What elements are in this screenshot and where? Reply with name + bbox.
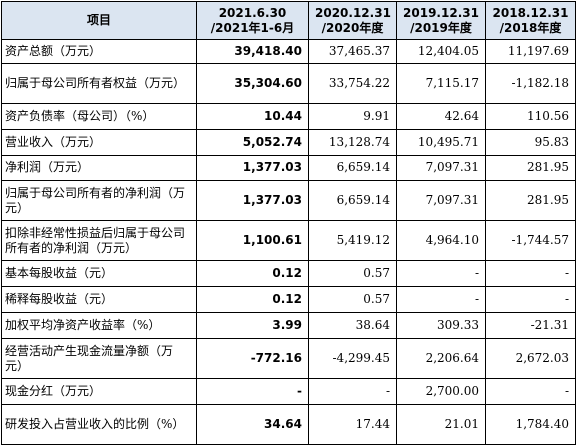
row-label: 营业收入（万元） <box>1 128 197 156</box>
cell-2021h1: 1,100.61 <box>196 220 309 262</box>
cell-2019: 7,097.31 <box>396 154 486 182</box>
header-2018: 2018.12.31 /2018年度 <box>485 1 576 40</box>
row-label: 资产总额（万元） <box>1 39 197 64</box>
cell-2020: 17.44 <box>308 403 397 446</box>
table-row: 扣除非经常性损益后归属于母公司所有者的净利润（万元） 1,100.61 5,41… <box>1 220 576 262</box>
table-row: 资产负债率（母公司）（%） 10.44 9.91 42.64 110.56 <box>1 102 576 130</box>
cell-2021h1: 35,304.60 <box>196 62 309 104</box>
cell-2021h1: 1,377.03 <box>196 154 309 182</box>
row-label: 资产负债率（母公司）（%） <box>1 102 197 130</box>
cell-2020: 33,754.22 <box>308 62 397 104</box>
table-row: 经营活动产生现金流量净额（万元） -772.16 -4,299.45 2,206… <box>1 338 576 379</box>
header-2018-period: /2018年度 <box>499 20 562 35</box>
table-row: 稀释每股收益（元） 0.12 0.57 - - <box>1 286 576 314</box>
cell-2021h1: 3.99 <box>196 312 309 340</box>
cell-2019: - <box>396 260 486 288</box>
cell-2020: 37,465.37 <box>308 39 397 64</box>
table-row: 基本每股收益（元） 0.12 0.57 - - <box>1 260 576 288</box>
cell-2021h1: 0.12 <box>196 286 309 314</box>
cell-2019: 2,206.64 <box>396 338 486 379</box>
row-label: 加权平均净资产收益率（%） <box>1 312 197 340</box>
cell-2021h1: 1,377.03 <box>196 180 309 222</box>
cell-2019: 7,115.17 <box>396 62 486 104</box>
cell-2020: 38.64 <box>308 312 397 340</box>
header-2020-period: /2020年度 <box>321 20 384 35</box>
cell-2020: 13,128.74 <box>308 128 397 156</box>
header-2020: 2020.12.31 /2020年度 <box>308 1 397 40</box>
row-label: 现金分红（万元） <box>1 378 197 405</box>
cell-2018: 2,672.03 <box>485 338 576 379</box>
cell-2018: -1,182.18 <box>485 62 576 104</box>
row-label: 扣除非经常性损益后归属于母公司所有者的净利润（万元） <box>1 220 197 262</box>
cell-2021h1: 5,052.74 <box>196 128 309 156</box>
cell-2020: - <box>308 378 397 405</box>
row-label: 归属于母公司所有者的净利润（万元） <box>1 180 197 222</box>
table-row: 资产总额（万元） 39,418.40 37,465.37 12,404.05 1… <box>1 39 576 64</box>
header-2021h1-period: /2021年1-6月 <box>210 20 295 35</box>
cell-2018: 1,784.40 <box>485 403 576 446</box>
cell-2019: 42.64 <box>396 102 486 130</box>
row-label: 净利润（万元） <box>1 154 197 182</box>
cell-2018: 11,197.69 <box>485 39 576 64</box>
cell-2021h1: 34.64 <box>196 403 309 446</box>
cell-2021h1: 10.44 <box>196 102 309 130</box>
cell-2019: - <box>396 286 486 314</box>
row-label: 稀释每股收益（元） <box>1 286 197 314</box>
cell-2018: 281.95 <box>485 154 576 182</box>
cell-2018: -1,744.57 <box>485 220 576 262</box>
cell-2018: 281.95 <box>485 180 576 222</box>
cell-2021h1: 0.12 <box>196 260 309 288</box>
header-2021h1-date: 2021.6.30 <box>218 5 287 20</box>
cell-2019: 309.33 <box>396 312 486 340</box>
cell-2020: 0.57 <box>308 286 397 314</box>
cell-2021h1: - <box>196 378 309 405</box>
cell-2018: - <box>485 286 576 314</box>
cell-2018: 110.56 <box>485 102 576 130</box>
table-row: 营业收入（万元） 5,052.74 13,128.74 10,495.71 95… <box>1 128 576 156</box>
header-2019-date: 2019.12.31 <box>403 5 479 20</box>
cell-2021h1: -772.16 <box>196 338 309 379</box>
cell-2019: 12,404.05 <box>396 39 486 64</box>
row-label: 基本每股收益（元） <box>1 260 197 288</box>
header-row: 项目 2021.6.30 /2021年1-6月 2020.12.31 /2020… <box>1 1 576 40</box>
table-row: 现金分红（万元） - - 2,700.00 - <box>1 378 576 405</box>
cell-2020: 6,659.14 <box>308 180 397 222</box>
cell-2018: - <box>485 260 576 288</box>
header-2021h1: 2021.6.30 /2021年1-6月 <box>196 1 309 40</box>
header-2019-period: /2019年度 <box>410 20 472 35</box>
cell-2019: 4,964.10 <box>396 220 486 262</box>
header-2018-date: 2018.12.31 <box>492 5 569 20</box>
cell-2020: 6,659.14 <box>308 154 397 182</box>
table-row: 研发投入占营业收入的比例（%） 34.64 17.44 21.01 1,784.… <box>1 403 576 446</box>
cell-2021h1: 39,418.40 <box>196 39 309 64</box>
cell-2019: 21.01 <box>396 403 486 446</box>
row-label: 归属于母公司所有者权益（万元） <box>1 62 197 104</box>
row-label: 研发投入占营业收入的比例（%） <box>1 403 197 446</box>
cell-2020: 9.91 <box>308 102 397 130</box>
cell-2020: 0.57 <box>308 260 397 288</box>
table-row: 归属于母公司所有者的净利润（万元） 1,377.03 6,659.14 7,09… <box>1 180 576 222</box>
cell-2020: -4,299.45 <box>308 338 397 379</box>
header-2020-date: 2020.12.31 <box>315 5 391 20</box>
cell-2020: 5,419.12 <box>308 220 397 262</box>
row-label: 经营活动产生现金流量净额（万元） <box>1 338 197 379</box>
cell-2018: - <box>485 378 576 405</box>
cell-2018: -21.31 <box>485 312 576 340</box>
cell-2018: 95.83 <box>485 128 576 156</box>
cell-2019: 2,700.00 <box>396 378 486 405</box>
table-row: 加权平均净资产收益率（%） 3.99 38.64 309.33 -21.31 <box>1 312 576 340</box>
cell-2019: 7,097.31 <box>396 180 486 222</box>
header-item: 项目 <box>1 1 197 40</box>
cell-2019: 10,495.71 <box>396 128 486 156</box>
header-2019: 2019.12.31 /2019年度 <box>396 1 486 40</box>
table-row: 归属于母公司所有者权益（万元） 35,304.60 33,754.22 7,11… <box>1 62 576 104</box>
table-row: 净利润（万元） 1,377.03 6,659.14 7,097.31 281.9… <box>1 154 576 182</box>
